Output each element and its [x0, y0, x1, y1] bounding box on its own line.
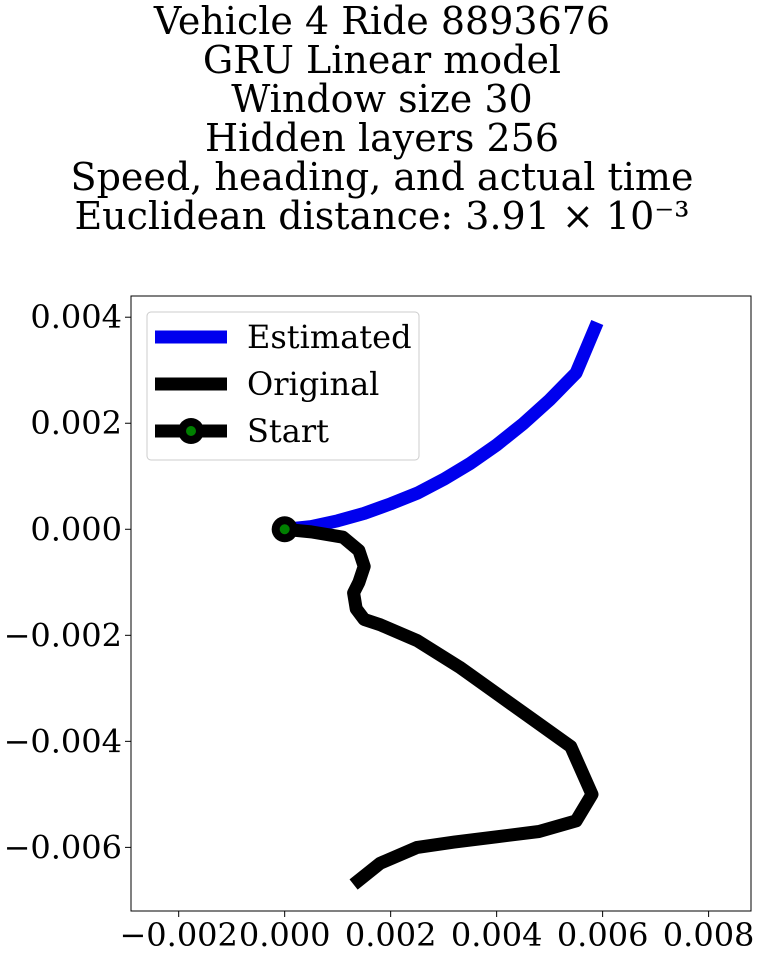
y-tick-label: −0.006	[4, 828, 122, 866]
x-tick-label: 0.008	[663, 916, 755, 954]
x-tick-label: −0.002	[119, 916, 237, 954]
y-tick-label: −0.004	[4, 722, 122, 760]
chart-title: Vehicle 4 Ride 8893676 GRU Linear model …	[0, 2, 764, 236]
x-tick-label: 0.006	[557, 916, 649, 954]
y-tick-label: 0.004	[30, 298, 122, 336]
legend-label-estimated: Estimated	[247, 318, 412, 356]
series-line-estimated	[284, 319, 604, 536]
plot-frame	[130, 295, 752, 912]
title-line-5: Speed, heading, and actual time	[70, 155, 694, 199]
title-line-6: Euclidean distance: 3.91 × 10⁻³	[74, 194, 690, 238]
title-line-1: Vehicle 4 Ride 8893676	[153, 0, 611, 43]
series-line-original	[284, 522, 599, 890]
x-tick-label: 0.002	[345, 916, 437, 954]
title-line-3: Window size 30	[231, 77, 533, 121]
y-tick-label: −0.002	[4, 616, 122, 654]
x-tick-label: 0.000	[239, 916, 331, 954]
legend-box	[146, 311, 420, 461]
title-line-4: Hidden layers 256	[204, 116, 560, 160]
x-tick-label: 0.004	[451, 916, 543, 954]
legend-label-original: Original	[247, 365, 379, 403]
legend-start-marker-inner	[186, 426, 196, 436]
title-line-2: GRU Linear model	[202, 38, 562, 82]
start-marker-inner	[279, 524, 290, 535]
y-tick-label: 0.000	[30, 510, 122, 548]
y-tick-label: 0.002	[30, 404, 122, 442]
legend-label-start: Start	[247, 412, 329, 450]
